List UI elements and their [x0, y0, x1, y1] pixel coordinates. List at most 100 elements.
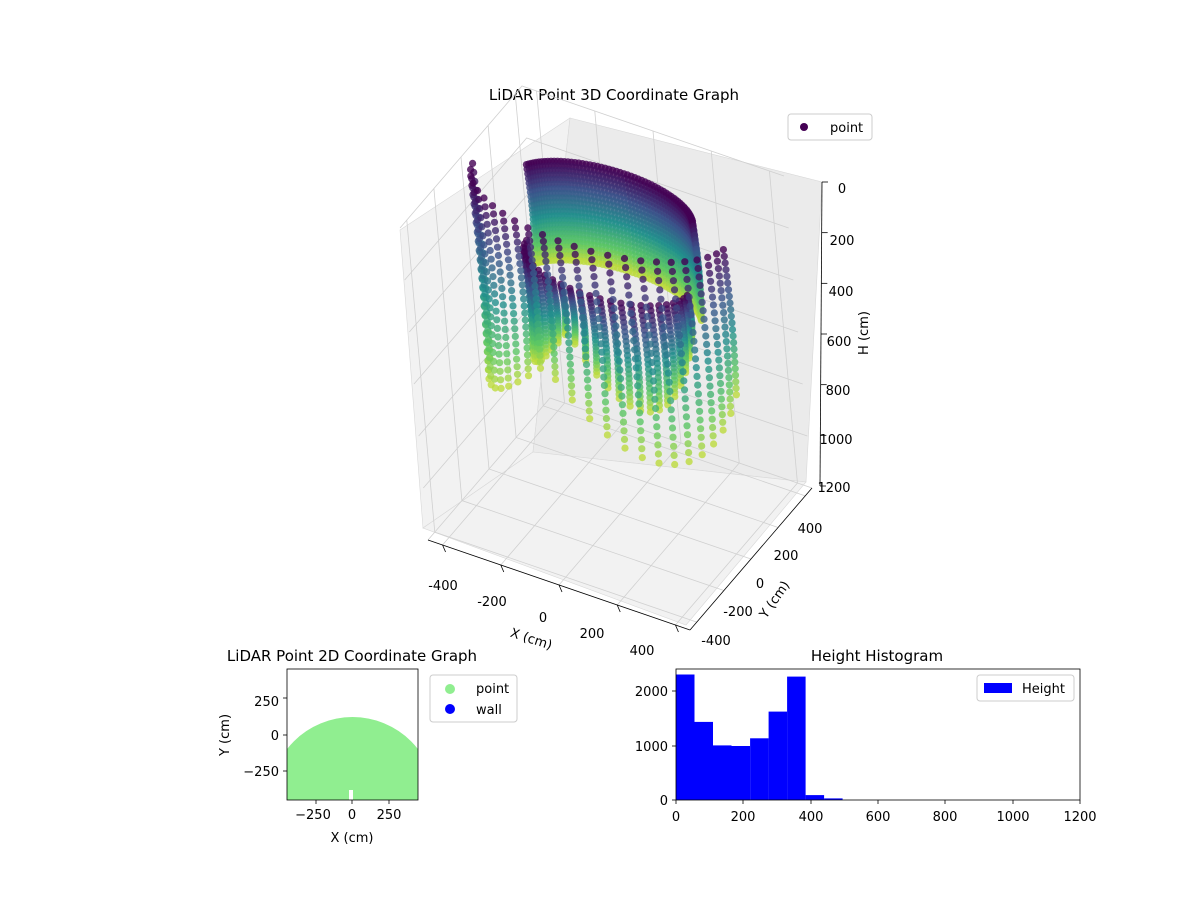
data-point-3d [607, 278, 615, 286]
legend-label-point: point [476, 682, 509, 697]
y-tick-label: 250 [254, 695, 279, 710]
data-point-3d [497, 276, 505, 284]
data-point-3d [708, 285, 716, 293]
data-point-3d [496, 268, 504, 276]
data-point-3d [719, 426, 727, 434]
data-point-3d [709, 301, 718, 309]
data-point-3d [625, 291, 633, 299]
x-tick-label: 400 [799, 810, 824, 825]
data-point-3d [652, 404, 660, 413]
data-point-3d [614, 348, 623, 356]
data-point-3d [645, 331, 653, 339]
data-point-3d [596, 323, 604, 331]
data-point-3d [672, 295, 680, 303]
data-point-3d [567, 367, 575, 375]
data-point-3d [490, 218, 499, 226]
data-point-3d [671, 460, 679, 469]
data-point-3d [713, 257, 722, 265]
data-point-3d [497, 376, 505, 384]
data-point-3d [566, 360, 575, 368]
y-tick-label: 0 [756, 577, 764, 592]
chart-3d: LiDAR Point 3D Coordinate Graph -400 -20… [399, 85, 873, 659]
hist-bar [731, 746, 750, 800]
data-point-3d [694, 381, 702, 389]
data-point-3d [726, 402, 735, 410]
data-point-3d [726, 395, 734, 403]
data-point-3d [582, 360, 591, 369]
data-point-3d [485, 295, 493, 303]
data-point-3d [726, 299, 734, 307]
data-point-3d [491, 375, 499, 383]
data-point-3d [646, 340, 654, 348]
legend-marker-point [445, 684, 455, 694]
data-point-3d [512, 340, 520, 348]
x-tick-mark [500, 564, 505, 573]
x-tick-label: 250 [377, 808, 402, 823]
data-point-3d [669, 277, 678, 285]
data-point-3d [730, 339, 738, 347]
data-point-3d [601, 398, 610, 406]
data-point-3d [482, 211, 490, 220]
data-point-3d [670, 451, 678, 459]
data-point-3d [649, 377, 658, 385]
data-point-3d [660, 323, 668, 331]
data-point-3d [626, 402, 634, 410]
data-point-3d [716, 372, 724, 380]
data-point-3d [683, 422, 691, 430]
data-point-3d [535, 327, 543, 335]
data-point-3d [702, 332, 710, 340]
data-point-3d [599, 365, 607, 373]
data-point-3d [698, 442, 706, 450]
data-point-3d [538, 231, 547, 239]
hist-bar [694, 721, 713, 800]
data-point-3d [709, 432, 717, 440]
data-point-3d [512, 231, 521, 239]
data-point-3d [697, 290, 705, 298]
data-point-3d [719, 246, 728, 254]
data-point-3d [511, 224, 520, 232]
data-point-3d [732, 384, 740, 392]
data-point-3d [683, 431, 692, 439]
data-point-3d [715, 356, 723, 364]
data-point-3d [517, 267, 525, 275]
legend-2d: point wall [429, 674, 518, 723]
data-point-3d [491, 299, 499, 307]
data-point-3d [680, 386, 689, 394]
data-point-3d [654, 267, 662, 275]
data-point-3d [477, 214, 485, 222]
data-point-3d [510, 317, 518, 325]
data-point-3d [714, 265, 723, 273]
data-point-3d [614, 340, 622, 348]
data-point-3d [524, 224, 532, 232]
data-point-3d [507, 279, 515, 287]
data-point-3d [541, 251, 549, 259]
data-point-3d [577, 298, 585, 306]
data-point-3d [727, 306, 735, 314]
data-point-3d [662, 341, 670, 350]
chart2d-title: LiDAR Point 2D Coordinate Graph [227, 647, 477, 665]
data-point-3d [722, 330, 730, 338]
data-point-3d [644, 322, 652, 330]
data-point-3d [602, 414, 611, 423]
data-point-3d [636, 409, 644, 417]
data-point-3d [600, 373, 608, 381]
data-point-3d [516, 260, 524, 268]
data-point-3d [681, 395, 689, 403]
x-tick-label: 0 [672, 810, 680, 825]
chart3d-title: LiDAR Point 3D Coordinate Graph [489, 86, 739, 104]
data-point-3d [659, 314, 667, 322]
data-point-3d [731, 365, 739, 373]
data-point-3d [675, 322, 683, 330]
axes-frame-2d [286, 668, 419, 801]
data-point-3d [568, 396, 576, 404]
data-point-3d [724, 286, 733, 294]
data-point-3d [504, 366, 512, 374]
chart-histogram: Height Histogram 0 200 400 600 800 1000 … [635, 647, 1097, 825]
data-point-3d [480, 194, 488, 202]
data-point-3d [530, 276, 539, 284]
data-point-3d [484, 277, 492, 285]
data-point-3d [583, 376, 592, 384]
data-point-3d [532, 295, 540, 303]
hist-bar [676, 674, 695, 800]
data-point-3d [508, 294, 516, 302]
